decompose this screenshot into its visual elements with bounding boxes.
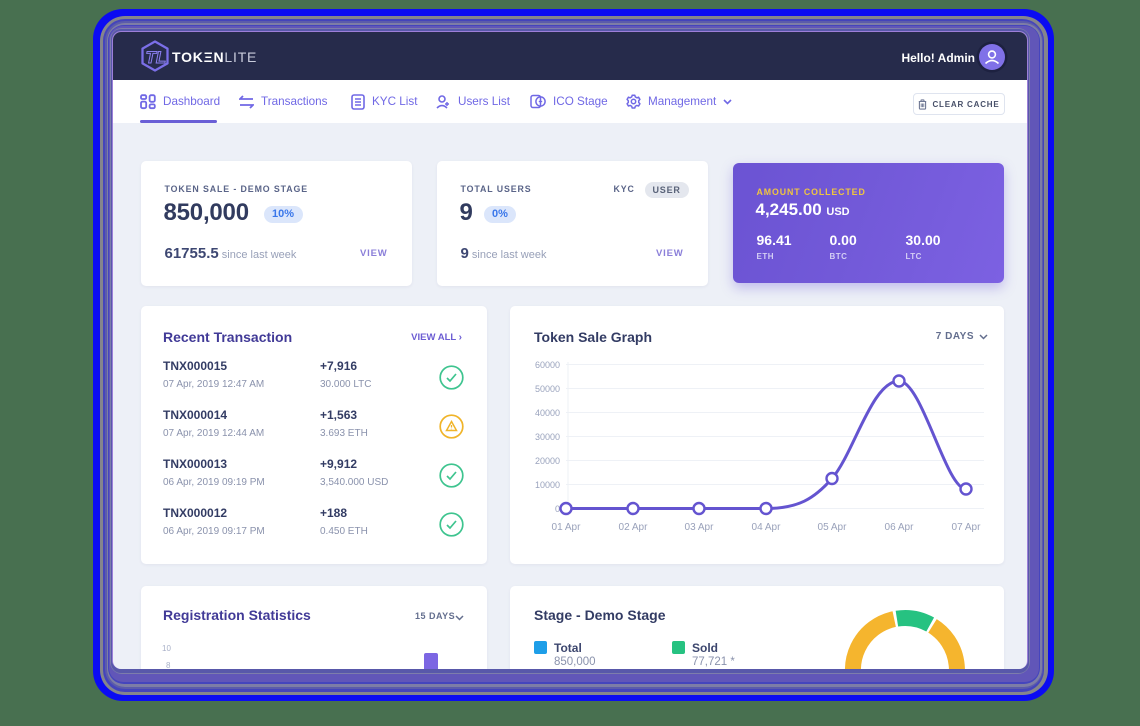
svg-text:01 Apr: 01 Apr <box>552 522 582 533</box>
svg-text:30000: 30000 <box>535 432 560 442</box>
svg-text:40000: 40000 <box>535 408 560 418</box>
svg-text:04 Apr: 04 Apr <box>752 522 782 533</box>
svg-text:03 Apr: 03 Apr <box>685 522 715 533</box>
svg-text:10000: 10000 <box>535 480 560 490</box>
svg-text:06 Apr: 06 Apr <box>885 522 915 533</box>
svg-text:20000: 20000 <box>535 456 560 466</box>
svg-text:07 Apr: 07 Apr <box>952 522 982 533</box>
svg-text:02 Apr: 02 Apr <box>619 522 649 533</box>
svg-text:0: 0 <box>555 504 560 514</box>
svg-text:50000: 50000 <box>535 384 560 394</box>
svg-text:60000: 60000 <box>535 360 560 370</box>
svg-text:05 Apr: 05 Apr <box>818 522 848 533</box>
svg-text:TL: TL <box>146 48 167 67</box>
